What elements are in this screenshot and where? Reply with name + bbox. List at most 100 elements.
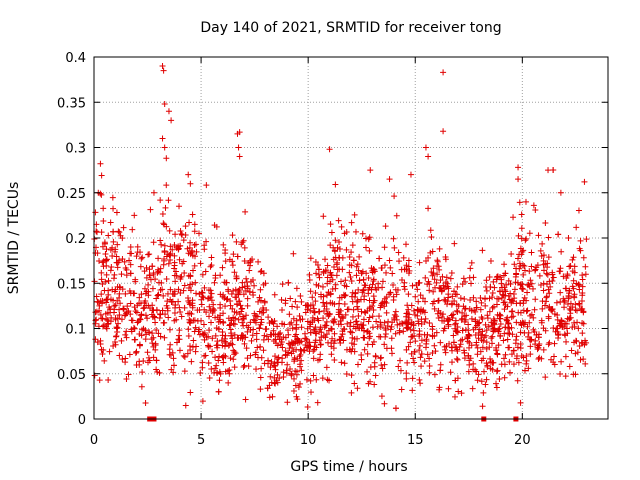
- data-point: [576, 342, 583, 349]
- data-point: [217, 370, 224, 377]
- data-point: [96, 307, 103, 314]
- data-point: [526, 268, 533, 275]
- data-point: [138, 383, 145, 390]
- data-point: [105, 232, 112, 239]
- data-point: [92, 209, 99, 216]
- data-point: [201, 242, 208, 249]
- data-point: [479, 403, 486, 410]
- data-point: [578, 307, 585, 314]
- data-point: [454, 348, 461, 355]
- data-point: [525, 281, 532, 288]
- data-point: [116, 306, 123, 313]
- data-point: [298, 357, 305, 364]
- data-point: [505, 344, 512, 351]
- data-point: [383, 294, 390, 301]
- data-point: [507, 290, 514, 297]
- data-point: [579, 319, 586, 326]
- data-point: [331, 263, 338, 270]
- data-point: [302, 309, 309, 316]
- data-point: [187, 320, 194, 327]
- data-point: [370, 338, 377, 345]
- data-point: [205, 342, 212, 349]
- data-point: [483, 327, 490, 334]
- data-point: [236, 153, 243, 160]
- data-point: [327, 242, 334, 249]
- data-point: [376, 313, 383, 320]
- data-point: [116, 311, 123, 318]
- data-point: [441, 296, 448, 303]
- data-point: [409, 375, 416, 382]
- data-point: [257, 286, 264, 293]
- data-point: [565, 234, 572, 241]
- data-point: [390, 235, 397, 242]
- data-point: [108, 296, 115, 303]
- data-point: [146, 272, 153, 279]
- data-point: [490, 303, 497, 310]
- data-point: [323, 331, 330, 338]
- data-point: [325, 313, 332, 320]
- data-point: [468, 315, 475, 322]
- data-point: [177, 289, 184, 296]
- data-point: [459, 309, 466, 316]
- data-point: [540, 267, 547, 274]
- data-point: [514, 255, 521, 262]
- data-point: [273, 340, 280, 347]
- data-point: [368, 265, 375, 272]
- data-point: [260, 336, 267, 343]
- data-point: [307, 343, 314, 350]
- data-point: [513, 355, 520, 362]
- data-point: [398, 386, 405, 393]
- data-point: [157, 237, 164, 244]
- data-point: [267, 331, 274, 338]
- data-point: [405, 314, 412, 321]
- data-point: [307, 302, 314, 309]
- data-point: [173, 339, 180, 346]
- data-point: [381, 341, 388, 348]
- data-point: [540, 280, 547, 287]
- data-point: [310, 372, 317, 379]
- data-point: [512, 279, 519, 286]
- data-point: [282, 334, 289, 341]
- data-point: [360, 316, 367, 323]
- y-tick-label: 0.2: [65, 232, 86, 247]
- data-point: [566, 363, 573, 370]
- data-point: [271, 291, 278, 298]
- data-point: [364, 368, 371, 375]
- data-point: [489, 366, 496, 373]
- data-point: [370, 299, 377, 306]
- data-point: [192, 324, 199, 331]
- data-point: [540, 346, 547, 353]
- data-point: [157, 286, 164, 293]
- data-point: [167, 250, 174, 257]
- data-point: [563, 338, 570, 345]
- data-point: [219, 354, 226, 361]
- data-point: [103, 256, 110, 263]
- data-point: [178, 313, 185, 320]
- data-point: [545, 286, 552, 293]
- data-point: [98, 291, 105, 298]
- data-point: [337, 336, 344, 343]
- data-point: [212, 314, 219, 321]
- data-point: [381, 298, 388, 305]
- data-point: [418, 363, 425, 370]
- data-point: [187, 180, 194, 187]
- data-point: [192, 241, 199, 248]
- data-point: [127, 261, 134, 268]
- data-point: [139, 369, 146, 376]
- data-point: [416, 259, 423, 266]
- data-point: [297, 380, 304, 387]
- data-point: [353, 299, 360, 306]
- data-point: [373, 318, 380, 325]
- data-point: [208, 254, 215, 261]
- data-point: [189, 211, 196, 218]
- data-point: [432, 348, 439, 355]
- data-point: [250, 326, 257, 333]
- data-point: [315, 266, 322, 273]
- data-point: [322, 256, 329, 263]
- data-point: [181, 304, 188, 311]
- data-point: [366, 335, 373, 342]
- data-point: [112, 286, 119, 293]
- data-point: [372, 372, 379, 379]
- data-point: [388, 335, 395, 342]
- data-point: [155, 255, 162, 262]
